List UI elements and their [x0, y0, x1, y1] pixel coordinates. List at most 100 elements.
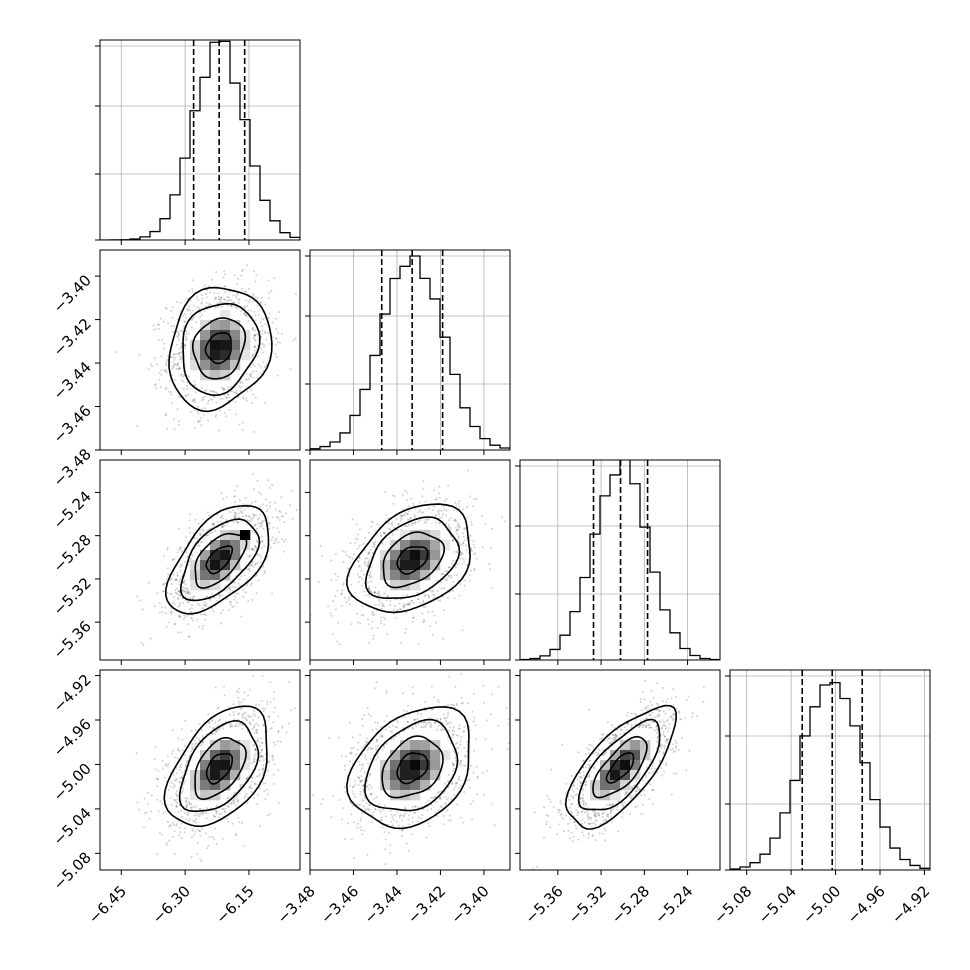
scatter-point — [153, 328, 156, 331]
scatter-point — [193, 814, 196, 817]
scatter-point — [202, 518, 204, 521]
scatter-point — [371, 620, 374, 623]
scatter-point — [391, 532, 394, 535]
scatter-point — [177, 333, 180, 336]
scatter-point — [469, 803, 472, 806]
scatter-point — [397, 523, 400, 526]
scatter-point — [199, 834, 202, 837]
scatter-point — [182, 586, 185, 589]
scatter-point — [259, 755, 262, 758]
scatter-point — [646, 717, 649, 720]
scatter-point — [229, 304, 232, 307]
scatter-point — [269, 701, 272, 704]
scatter-point — [253, 345, 256, 348]
scatter-point — [402, 604, 404, 607]
scatter-point — [447, 704, 450, 707]
scatter-point — [410, 524, 413, 527]
scatter-point — [611, 803, 614, 806]
scatter-point — [374, 540, 377, 543]
scatter-point — [151, 365, 153, 368]
scatter-point — [276, 341, 279, 344]
scatter-point — [256, 562, 259, 565]
scatter-point — [606, 721, 609, 724]
scatter-point — [186, 804, 188, 807]
scatter-point — [585, 783, 588, 786]
scatter-point — [241, 381, 244, 384]
scatter-point — [197, 412, 200, 415]
scatter-point — [607, 813, 610, 816]
scatter-point — [367, 809, 370, 811]
scatter-point — [452, 769, 455, 772]
scatter-point — [684, 717, 687, 720]
scatter-point — [275, 538, 278, 540]
scatter-point — [256, 479, 259, 482]
scatter-point — [233, 511, 236, 514]
scatter-point — [183, 831, 186, 834]
scatter-point — [649, 760, 652, 763]
scatter-point — [241, 396, 244, 399]
scatter-point — [201, 628, 204, 630]
scatter-point — [145, 811, 148, 814]
scatter-point — [645, 725, 648, 728]
scatter-point — [594, 839, 597, 842]
scatter-point — [205, 292, 207, 295]
density-cell — [620, 780, 631, 791]
scatter-point — [157, 778, 159, 781]
scatter-point — [183, 827, 186, 829]
scatter-point — [396, 528, 398, 531]
scatter-point — [199, 858, 202, 861]
x-tick-label: −5.08 — [710, 882, 755, 927]
scatter-point — [171, 356, 174, 359]
scatter-point — [232, 495, 235, 498]
density-cell — [240, 530, 251, 541]
scatter-point — [247, 694, 249, 697]
panel-frame — [99, 249, 301, 451]
scatter-point — [283, 550, 285, 553]
scatter-point — [272, 542, 275, 545]
scatter-point — [470, 521, 473, 524]
scatter-point — [252, 525, 255, 528]
scatter-point — [361, 724, 364, 727]
scatter-point — [220, 612, 223, 615]
scatter-point — [199, 532, 201, 535]
scatter-point — [171, 374, 174, 377]
scatter-point — [255, 729, 258, 731]
scatter-point — [254, 339, 257, 342]
scatter-point — [194, 830, 197, 833]
density-cell — [410, 740, 421, 751]
density-cell — [410, 790, 421, 801]
scatter-point — [357, 560, 360, 563]
scatter-point — [489, 713, 492, 716]
scatter-point — [570, 831, 573, 834]
scatter-point — [246, 719, 249, 722]
scatter-point — [365, 741, 367, 744]
scatter-point — [163, 369, 166, 372]
scatter-point — [372, 612, 375, 614]
scatter-point — [176, 587, 179, 590]
scatter-point — [545, 820, 548, 823]
scatter-point — [239, 509, 242, 512]
scatter-point — [403, 489, 406, 492]
scatter-point — [440, 510, 443, 512]
scatter-point — [392, 494, 395, 497]
scatter-point — [405, 594, 408, 597]
scatter-point — [656, 739, 659, 742]
scatter-point — [258, 787, 261, 789]
scatter-point — [329, 612, 332, 615]
scatter-point — [366, 749, 369, 752]
scatter-point — [209, 303, 212, 306]
scatter-point — [237, 277, 240, 280]
scatter-point — [345, 755, 348, 758]
scatter-point — [379, 622, 382, 625]
scatter-point — [402, 594, 405, 597]
scatter-point — [650, 771, 653, 774]
scatter-point — [188, 802, 191, 805]
scatter-point — [437, 509, 440, 512]
scatter-point — [368, 587, 370, 590]
scatter-point — [437, 808, 440, 811]
scatter-point — [461, 544, 464, 547]
scatter-point — [402, 606, 405, 609]
scatter-point — [254, 396, 257, 399]
density-cell — [200, 560, 211, 571]
scatter-point — [592, 752, 595, 755]
